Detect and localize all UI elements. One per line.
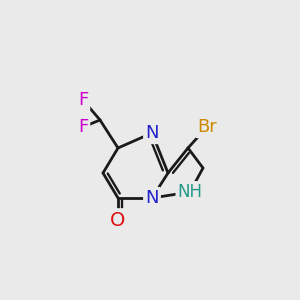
Text: F: F — [78, 118, 88, 136]
Text: F: F — [78, 91, 88, 109]
Text: N: N — [145, 189, 159, 207]
Text: Br: Br — [197, 118, 217, 136]
Text: NH: NH — [178, 183, 203, 201]
Text: O: O — [110, 211, 126, 230]
Text: N: N — [145, 124, 159, 142]
